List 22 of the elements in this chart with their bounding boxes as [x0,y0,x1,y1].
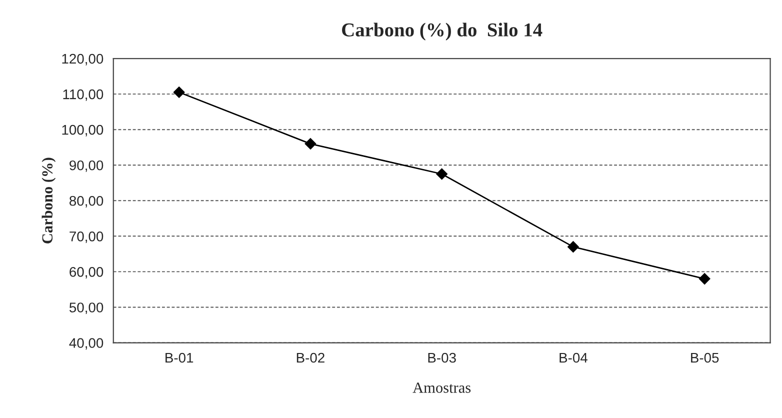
point [698,273,710,284]
y-tick-label: 60,00 [70,267,104,279]
y-tick-label: 100,00 [62,124,104,136]
x-tick-label: B-02 [296,352,324,363]
y-tick-label: 120,00 [62,54,104,66]
chart-title: Carbono (%) do Silo 14 [342,22,542,40]
y-tick-label: 50,00 [69,302,104,314]
x-axis-title: Amostras [412,382,471,393]
x-tick-label: B-05 [691,352,719,363]
point [568,241,579,252]
point [173,86,185,98]
y-tick-label: 70,00 [70,232,104,243]
point [436,168,448,180]
x-tick-label: B-03 [428,352,456,363]
x-tick-label: B-01 [166,352,194,363]
y-tick-label: 110,00 [63,89,104,101]
y-tick-label: 90,00 [70,160,104,172]
y-axis-title: Carbono (%) [42,158,56,244]
y-tick-label: 40,00 [69,338,104,350]
y-tick-label: 80,00 [70,196,104,208]
x-tick-label: B-04 [560,352,588,363]
point [304,138,316,150]
